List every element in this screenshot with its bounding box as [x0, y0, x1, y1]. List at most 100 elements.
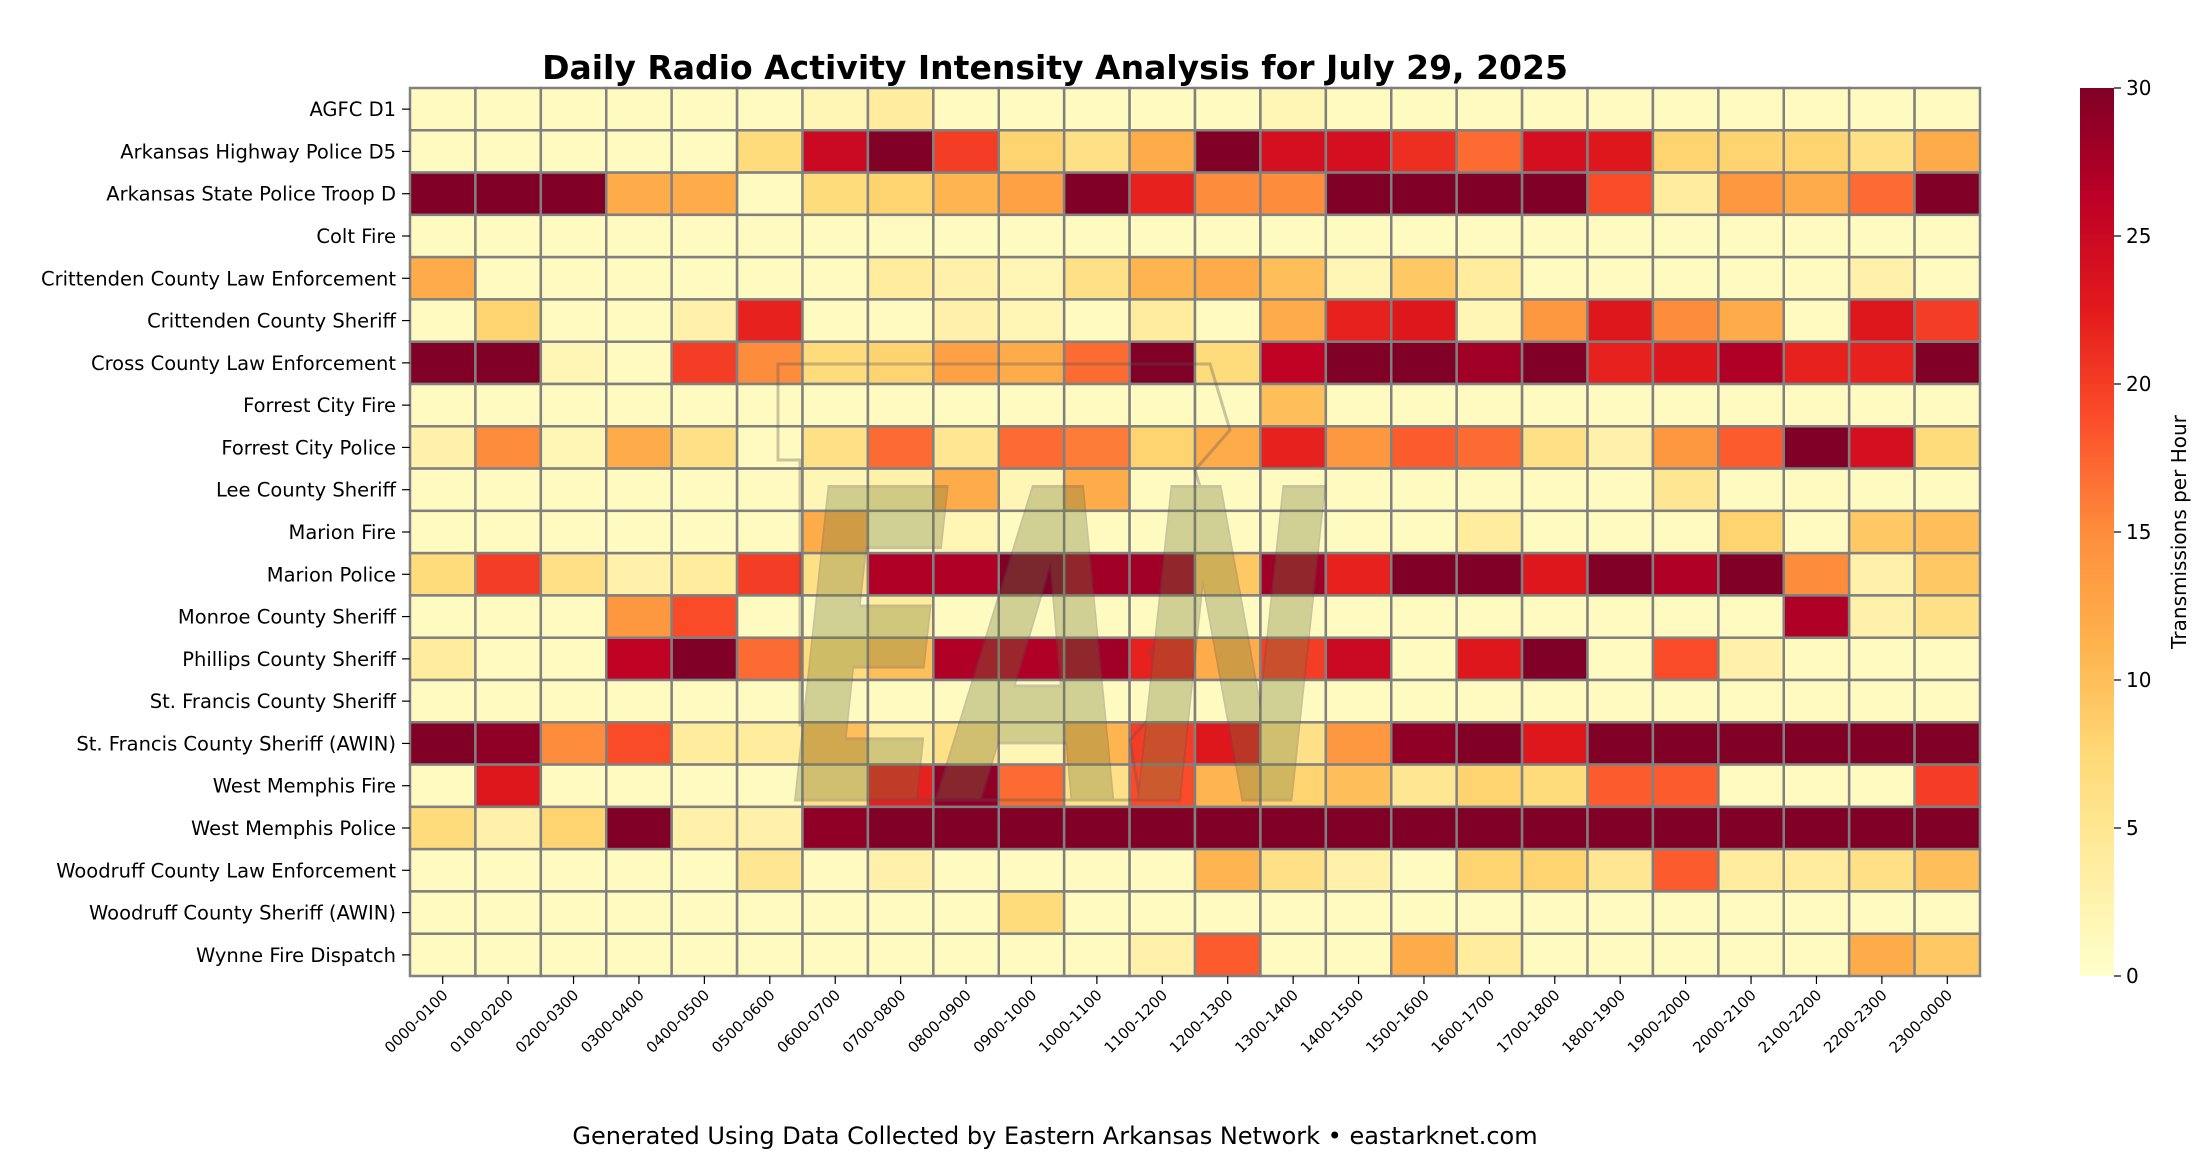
- heatmap-cell: [1193, 763, 1262, 809]
- heatmap-cell: [1782, 678, 1851, 724]
- heatmap-cell: [866, 890, 935, 935]
- heatmap-cell: [1520, 890, 1589, 935]
- heatmap-cell: [1390, 425, 1458, 470]
- heatmap-cell: [801, 805, 870, 851]
- heatmap-cell: [932, 129, 1000, 174]
- heatmap-cell: [932, 213, 1000, 259]
- heatmap-cell: [474, 721, 543, 766]
- heatmap-cell: [1847, 171, 1916, 217]
- heatmap-cell: [1913, 678, 1982, 724]
- heatmap-cell: [1913, 847, 1982, 893]
- watermark: EAN: [776, 362, 1332, 904]
- x-tick-label: 1000-1100: [1035, 986, 1106, 1057]
- heatmap-cell: [408, 213, 477, 259]
- heatmap-cell: [1651, 255, 1720, 301]
- heatmap-cell: [1782, 636, 1851, 682]
- heatmap-cell: [1128, 298, 1197, 343]
- heatmap-cell: [1913, 298, 1982, 343]
- heatmap-cell: [1390, 551, 1458, 597]
- heatmap-cell: [670, 721, 739, 766]
- heatmap-cell: [1259, 171, 1328, 217]
- heatmap-cell: [1913, 425, 1982, 470]
- heatmap-cell: [1062, 298, 1131, 343]
- heatmap-cell: [1062, 932, 1131, 978]
- heatmap-cell: [1324, 678, 1393, 724]
- heatmap-cell: [1520, 551, 1589, 597]
- heatmap-cell: [539, 678, 608, 724]
- heatmap-cell: [1520, 721, 1589, 766]
- heatmap-cell: [670, 594, 739, 639]
- colorbar-label: Transmissions per Hour: [2167, 414, 2191, 650]
- heatmap-cell: [670, 678, 739, 724]
- heatmap-cell: [1847, 594, 1916, 639]
- heatmap-cell: [474, 551, 543, 597]
- heatmap-cell: [932, 678, 1000, 724]
- heatmap-cell: [1782, 129, 1851, 174]
- heatmap-cell: [1913, 129, 1982, 174]
- heatmap-cell: [1651, 763, 1720, 809]
- heatmap-cell: [1390, 255, 1458, 301]
- heatmap-cell: [932, 467, 1000, 513]
- heatmap-cell: [1847, 425, 1916, 470]
- heatmap-cell: [801, 213, 870, 259]
- x-tick-label: 0500-0600: [708, 986, 779, 1057]
- heatmap-cell: [1782, 340, 1851, 386]
- heatmap-cell: [1847, 805, 1916, 851]
- heatmap-cell: [1259, 129, 1328, 174]
- heatmap-cell: [1913, 255, 1982, 301]
- heatmap-cell: [408, 255, 477, 301]
- heatmap-cell: [474, 805, 543, 851]
- heatmap-cell: [670, 551, 739, 597]
- heatmap-cell: [1193, 298, 1262, 343]
- heatmap-cell: [1390, 509, 1458, 555]
- heatmap-cell: [1651, 340, 1720, 386]
- heatmap-cell: [1455, 805, 1524, 851]
- heatmap-cell: [1390, 129, 1458, 174]
- heatmap-cell: [1782, 509, 1851, 555]
- heatmap-cell: [1062, 551, 1131, 597]
- heatmap-cell: [670, 340, 739, 386]
- heatmap-cell: [1455, 763, 1524, 809]
- x-tick-label: 0100-0200: [446, 986, 517, 1057]
- y-tick-label: Forrest City Police: [221, 436, 396, 459]
- heatmap-cell: [1128, 213, 1197, 259]
- heatmap-cell: [474, 847, 543, 893]
- heatmap-cell: [1717, 763, 1786, 809]
- heatmap-cell: [1259, 636, 1328, 682]
- heatmap-cell: [1455, 340, 1524, 386]
- heatmap-cell: [1324, 340, 1393, 386]
- heatmap-cell: [1651, 932, 1720, 978]
- heatmap-cell: [1586, 763, 1655, 809]
- heatmap-cell: [1520, 847, 1589, 893]
- heatmap-cell: [539, 298, 608, 343]
- heatmap-cell: [605, 636, 673, 682]
- heatmap-cell: [1586, 509, 1655, 555]
- heatmap-cell: [1455, 298, 1524, 343]
- heatmap-cell: [539, 932, 608, 978]
- heatmap-cell: [866, 129, 935, 174]
- x-tick-label: 1400-1500: [1297, 986, 1368, 1057]
- heatmap-cell: [474, 636, 543, 682]
- heatmap-cell: [1455, 721, 1524, 766]
- heatmap-cell: [474, 86, 543, 132]
- heatmap-cell: [1324, 636, 1393, 682]
- heatmap-cell: [1913, 932, 1982, 978]
- heatmap-cell: [1455, 636, 1524, 682]
- heatmap-cell: [1913, 551, 1982, 597]
- heatmap-cell: [539, 382, 608, 428]
- heatmap-cell: [670, 255, 739, 301]
- heatmap-cell: [1520, 425, 1589, 470]
- heatmap-cell: [1586, 340, 1655, 386]
- heatmap-cell: [997, 890, 1066, 935]
- heatmap-cell: [1651, 890, 1720, 935]
- heatmap-cell: [735, 213, 804, 259]
- heatmap-cell: [1390, 805, 1458, 851]
- heatmap-cell: [605, 129, 673, 174]
- heatmap-cell: [1913, 594, 1982, 639]
- heatmap-cell: [735, 129, 804, 174]
- x-tick-label: 1100-1200: [1101, 986, 1172, 1057]
- heatmap-cell: [1913, 509, 1982, 555]
- heatmap-cell: [408, 847, 477, 893]
- heatmap-cell: [1520, 509, 1589, 555]
